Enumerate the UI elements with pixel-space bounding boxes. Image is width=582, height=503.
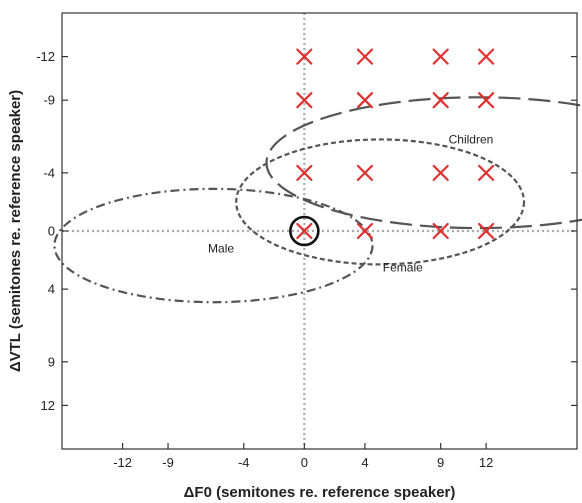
data-point-stroke: [432, 48, 449, 65]
data-point: [478, 164, 495, 181]
y-axis-title: ΔVTL (semitones re. reference speaker): [7, 90, 24, 372]
x-tick-label: 4: [361, 455, 368, 470]
region-label-female: Female: [383, 260, 423, 274]
data-point-stroke: [432, 222, 449, 240]
data-point: [356, 48, 374, 65]
data-point-stroke: [356, 164, 374, 181]
data-point-stroke: [356, 222, 374, 240]
region-ellipse-children: [265, 96, 582, 230]
data-point-stroke: [296, 92, 313, 109]
y-tick-label: 4: [48, 282, 55, 297]
data-point-stroke: [296, 164, 313, 181]
data-point-stroke: [432, 164, 449, 181]
data-point-stroke: [432, 92, 449, 109]
x-tick-label: 12: [479, 455, 493, 470]
data-point-stroke: [296, 48, 313, 65]
y-tick-label: -4: [43, 165, 55, 180]
y-tick-label: 0: [48, 224, 55, 239]
data-point: [356, 92, 374, 109]
data-point-stroke: [478, 164, 495, 181]
region-label-male: Male: [208, 241, 234, 255]
data-point: [478, 48, 495, 65]
data-point-stroke: [478, 92, 495, 109]
y-tick-label: -12: [36, 49, 55, 64]
data-point: [296, 92, 313, 109]
data-point: [478, 92, 495, 109]
data-point-stroke: [478, 48, 495, 65]
region-ellipse-female: [235, 138, 526, 266]
y-tick-label: 12: [41, 398, 55, 413]
y-tick-label: -9: [43, 93, 55, 108]
data-point: [296, 164, 313, 181]
data-point: [432, 164, 449, 181]
x-tick-label: 9: [437, 455, 444, 470]
data-point-stroke: [478, 222, 495, 240]
region-label-children: Children: [449, 132, 494, 146]
x-tick-label: 0: [301, 455, 308, 470]
reference-speaker-circle: [289, 215, 320, 247]
x-tick-label: -12: [113, 455, 132, 470]
data-point: [296, 222, 313, 240]
y-tick-label: 9: [48, 354, 55, 369]
data-point: [432, 92, 449, 109]
data-point: [356, 222, 374, 240]
data-point: [356, 164, 374, 181]
data-point: [432, 48, 449, 65]
data-point: [478, 222, 495, 240]
data-point-stroke: [356, 48, 374, 65]
x-axis-title: ΔF0 (semitones re. reference speaker): [184, 484, 456, 501]
x-tick-label: -9: [162, 455, 174, 470]
data-point: [432, 222, 449, 240]
data-point: [296, 48, 313, 65]
data-point-stroke: [356, 92, 374, 109]
region-ellipse-male: [53, 187, 374, 304]
data-point-stroke: [296, 222, 313, 240]
x-tick-label: -4: [238, 455, 250, 470]
